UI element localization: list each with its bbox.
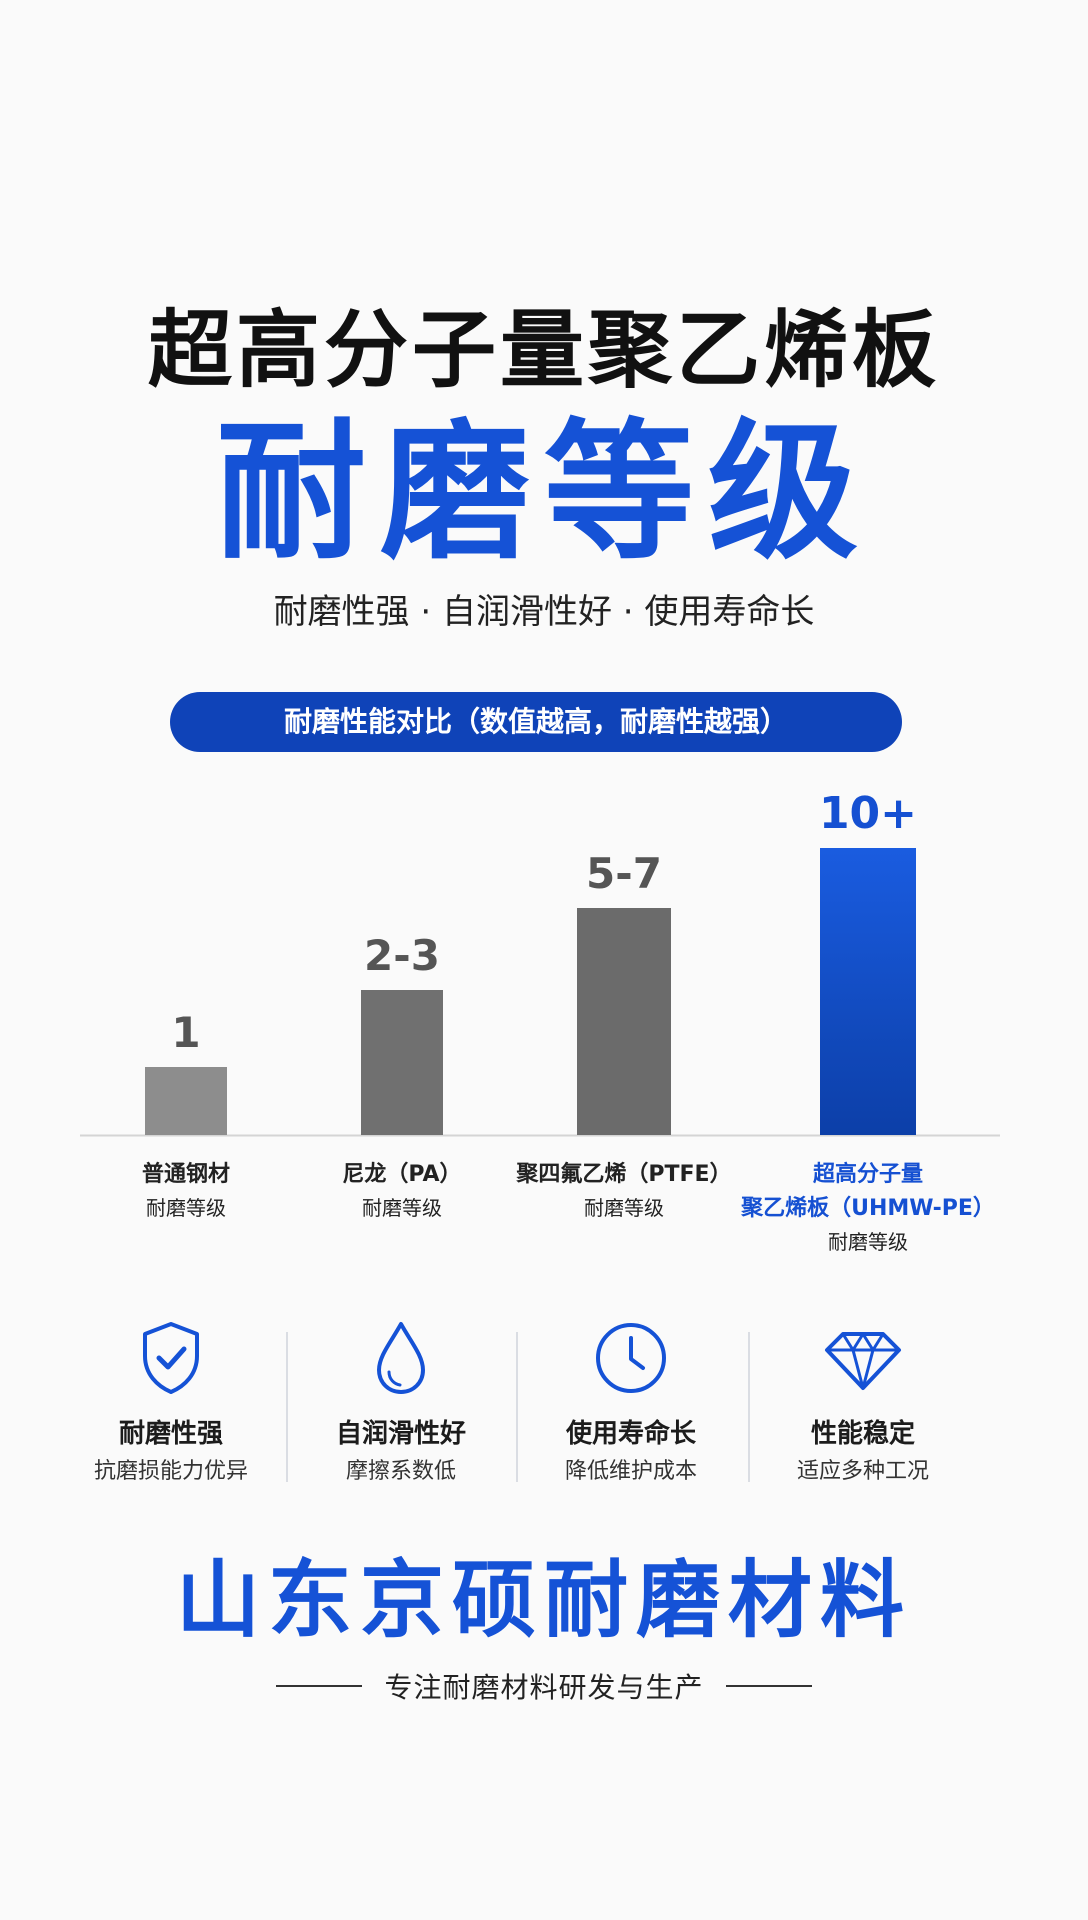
- comparison-banner: 耐磨性能对比（数值越高，耐磨性越强）: [170, 692, 902, 752]
- bar: [361, 990, 443, 1135]
- feature-subtitle: 抗磨损能力优异: [93, 1459, 248, 1484]
- diamond-icon: [821, 1316, 905, 1400]
- category-label: 聚四氟乙烯（PTFE）: [515, 1161, 731, 1187]
- divider: [516, 1332, 518, 1482]
- category-label: 耐磨等级: [362, 1196, 442, 1220]
- bar: [820, 848, 916, 1135]
- feature-item: 自润滑性好 摩擦系数低: [286, 1316, 516, 1488]
- divider: [725, 1685, 812, 1687]
- title-main: 耐磨等级: [215, 406, 872, 580]
- feature-item: 耐磨性强 抗磨损能力优异: [56, 1316, 286, 1488]
- divider: [748, 1332, 750, 1482]
- tagline-row: 专注耐磨材料研发与生产: [0, 1666, 1088, 1706]
- data-label: 1: [171, 1008, 200, 1057]
- divider: [286, 1332, 288, 1482]
- feature-title: 自润滑性好: [335, 1419, 466, 1449]
- subtitle: 耐磨性强 · 自润滑性好 · 使用寿命长: [273, 592, 815, 632]
- feature-subtitle: 降低维护成本: [564, 1459, 697, 1484]
- data-label: 2-3: [364, 931, 440, 980]
- category-label: 聚乙烯板（UHMW-PE）: [740, 1195, 995, 1221]
- feature-item: 使用寿命长 降低维护成本: [516, 1316, 746, 1488]
- feature-title: 使用寿命长: [565, 1419, 696, 1449]
- feature-title: 性能稳定: [810, 1419, 915, 1449]
- divider: [276, 1685, 363, 1687]
- category-label: 耐磨等级: [146, 1196, 226, 1220]
- bar: [145, 1067, 227, 1135]
- company-name: 山东京硕耐磨材料: [175, 1551, 912, 1649]
- feature-subtitle: 摩擦系数低: [345, 1459, 456, 1484]
- feature-row: 耐磨性强 抗磨损能力优异 自润滑性好 摩擦系数低 使用寿命长 降低维护成本: [0, 1316, 1088, 1496]
- category-label: 尼龙（PA）: [342, 1162, 461, 1187]
- clock-icon: [589, 1316, 673, 1400]
- feature-item: 性能稳定 适应多种工况: [748, 1316, 978, 1488]
- category-label: 超高分子量: [813, 1161, 923, 1187]
- category-label: 耐磨等级: [828, 1230, 908, 1254]
- category-label: 耐磨等级: [584, 1196, 664, 1220]
- title-top: 超高分子量聚乙烯板: [147, 301, 940, 399]
- feature-subtitle: 适应多种工况: [796, 1459, 929, 1484]
- bar: [577, 908, 671, 1135]
- data-label: 5-7: [586, 849, 662, 898]
- water-drop-icon: [359, 1316, 443, 1400]
- shield-check-icon: [129, 1316, 213, 1400]
- feature-title: 耐磨性强: [118, 1419, 223, 1449]
- category-label: 普通钢材: [142, 1161, 230, 1187]
- data-label: 10+: [819, 788, 917, 839]
- tagline: 专注耐磨材料研发与生产: [384, 1671, 704, 1704]
